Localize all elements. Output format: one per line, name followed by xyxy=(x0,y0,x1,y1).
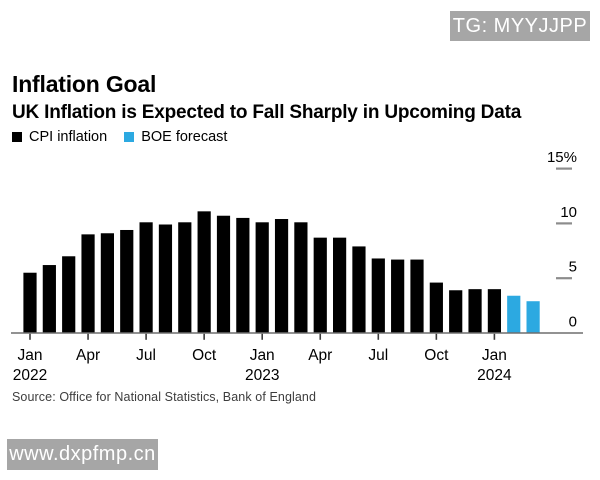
cpi-bar-jun-2023 xyxy=(352,246,366,333)
y-axis-label: 10 xyxy=(560,204,577,221)
cpi-bar-apr-2023 xyxy=(313,237,327,333)
cpi-bar-jul-2023 xyxy=(371,258,385,333)
legend-swatch-icon xyxy=(124,132,135,142)
y-axis-label: 5 xyxy=(569,259,577,276)
forecast-bar-mar-2024 xyxy=(526,301,540,333)
cpi-bar-jun-2022 xyxy=(120,229,134,333)
cpi-bar-oct-2022 xyxy=(197,211,211,333)
legend-label: BOE forecast xyxy=(141,129,228,145)
legend: CPI inflation BOE forecast xyxy=(12,129,227,145)
y-axis-label: 15% xyxy=(547,150,577,166)
cpi-bar-sep-2023 xyxy=(410,259,424,333)
cpi-bar-oct-2023 xyxy=(429,282,443,333)
x-axis-year-label: 2023 xyxy=(245,367,279,384)
cpi-bar-may-2023 xyxy=(333,237,347,333)
cpi-bar-dec-2022 xyxy=(236,217,250,333)
legend-swatch-icon xyxy=(12,132,22,142)
cpi-bar-feb-2023 xyxy=(274,219,289,333)
x-axis-label: Jan xyxy=(250,347,275,364)
cpi-bar-jul-2022 xyxy=(139,222,153,333)
bar-chart: Jan 2022 Apr Jul Oct Jan 2023 Apr Jul Oct Jan 2024 0… xyxy=(11,150,583,384)
cpi-bar-sep-2022 xyxy=(178,222,192,333)
x-axis-label: Oct xyxy=(424,347,449,364)
x-axis-label: Oct xyxy=(192,347,217,364)
x-axis-year-label: 2024 xyxy=(477,367,512,384)
cpi-bar-jan-2023 xyxy=(255,222,269,333)
cpi-bar-aug-2022 xyxy=(158,224,173,333)
x-axis-label: Jul xyxy=(368,347,388,364)
cpi-bar-nov-2022 xyxy=(216,215,231,333)
watermark-bottom-left: www.dxpfmp.cn xyxy=(7,439,158,470)
legend-item-0: CPI inflation xyxy=(12,129,107,145)
cpi-bar-nov-2023 xyxy=(449,290,463,333)
cpi-bar-mar-2022 xyxy=(62,256,76,333)
cpi-bar-mar-2023 xyxy=(294,222,308,333)
chart-subtitle: UK Inflation is Expected to Fall Sharply… xyxy=(12,102,522,123)
x-axis-year-label: 2022 xyxy=(13,367,47,384)
x-axis-label: Apr xyxy=(308,347,332,364)
x-axis-label: Jan xyxy=(482,347,507,364)
cpi-bar-may-2022 xyxy=(100,233,114,333)
forecast-bar-feb-2024 xyxy=(507,295,521,333)
cpi-bar-aug-2023 xyxy=(391,259,405,333)
cpi-bar-apr-2022 xyxy=(81,234,95,333)
cpi-bar-jan-2024 xyxy=(487,289,501,333)
cpi-bar-feb-2022 xyxy=(42,265,56,333)
legend-label: CPI inflation xyxy=(29,129,108,145)
cpi-bar-jan-2022 xyxy=(23,272,37,333)
watermark-top-right: TG: MYYJJPP xyxy=(450,11,590,41)
cpi-bar-dec-2023 xyxy=(468,289,482,333)
x-axis-label: Jul xyxy=(136,347,156,364)
x-axis-label: Apr xyxy=(76,347,100,364)
chart-title: Inflation Goal xyxy=(12,71,157,97)
y-axis-label: 0 xyxy=(569,314,577,331)
source-note: Source: Office for National Statistics, … xyxy=(12,390,317,404)
legend-item-1: BOE forecast xyxy=(124,129,227,145)
x-axis-label: Jan xyxy=(18,347,43,364)
